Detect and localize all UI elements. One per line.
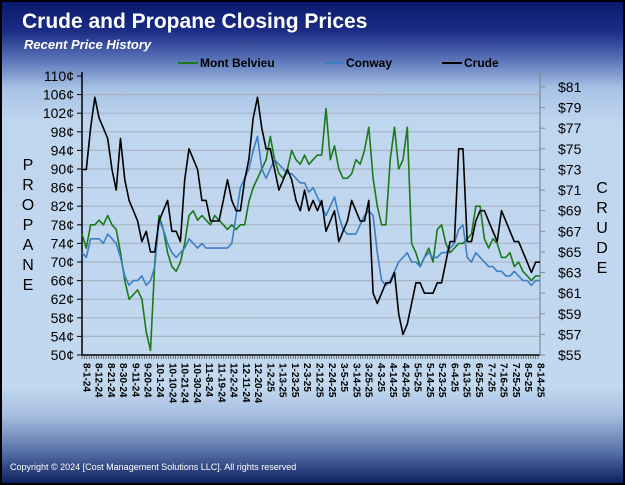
x-tick-label: 11-8-24 xyxy=(203,363,214,397)
left-axis-title-letter: N xyxy=(22,257,34,274)
x-tick-label: 9-20-24 xyxy=(142,363,153,398)
legend-label: Crude xyxy=(464,56,499,70)
legend: Mont Belvieu Conway Crude xyxy=(178,56,499,70)
x-tick-label: 10-30-24 xyxy=(191,363,202,403)
chart-subtitle: Recent Price History xyxy=(24,37,152,52)
left-axis-title-letter: R xyxy=(22,177,34,194)
right-axis-title-letter: U xyxy=(596,220,608,237)
x-tick-label: 6-4-25 xyxy=(448,363,459,392)
left-axis-ticks: 110¢ 106¢ 102¢ 98¢ 94¢ 90¢ 86¢ 82¢ 78¢ 74¢ 70¢ 66¢ 6… xyxy=(43,68,82,363)
x-tick-label: 10-21-24 xyxy=(179,363,190,403)
y-tick-label: 86¢ xyxy=(51,180,74,196)
x-tick-label: 7-16-25 xyxy=(498,363,509,398)
y2-tick-label: $77 xyxy=(558,120,582,136)
x-tick-label: 4-3-25 xyxy=(375,363,386,392)
legend-label: Conway xyxy=(346,56,392,70)
y2-tick-label: $71 xyxy=(558,182,582,198)
series-line-crude xyxy=(82,96,540,336)
x-tick-label: 8-1-24 xyxy=(80,363,91,392)
x-tick-label: 2-3-25 xyxy=(301,363,312,392)
y2-tick-label: $57 xyxy=(558,326,582,342)
x-tick-label: 8-5-25 xyxy=(522,363,533,392)
x-axis-ticks: 8-1-24 8-12-24 8-21-24 8-30-24 9-11-24 9-20-2… xyxy=(80,363,545,403)
x-tick-label: 2-24-25 xyxy=(326,363,337,398)
y2-tick-label: $59 xyxy=(558,306,582,322)
y-tick-label: 66¢ xyxy=(51,273,74,289)
x-tick-label: 12-20-24 xyxy=(252,363,263,403)
x-tick-label: 10-1-24 xyxy=(154,363,165,398)
series-line-mont-belvieu xyxy=(81,107,540,352)
right-axis-title-letter: D xyxy=(596,240,608,257)
x-tick-label: 1-2-25 xyxy=(264,363,275,392)
series-line-conway xyxy=(81,135,540,287)
x-tick-label: 1-13-25 xyxy=(277,363,288,398)
left-axis-title-letter: A xyxy=(23,237,34,254)
y-tick-label: 82¢ xyxy=(51,198,74,214)
x-tick-label: 11-19-24 xyxy=(215,363,226,403)
y-tick-label: 50¢ xyxy=(51,347,74,363)
x-tick-label: 7-25-25 xyxy=(510,363,521,398)
y-tick-label: 90¢ xyxy=(51,161,74,177)
x-tick-label: 3-14-25 xyxy=(350,363,361,398)
x-tick-label: 3-25-25 xyxy=(363,363,374,398)
left-axis-title-letter: O xyxy=(22,197,34,214)
y2-tick-label: $73 xyxy=(558,161,582,177)
y-tick-label: 78¢ xyxy=(51,217,74,233)
x-tick-label: 4-24-25 xyxy=(399,363,410,398)
left-axis-title-letter: P xyxy=(23,157,34,174)
x-tick-label: 8-21-24 xyxy=(105,363,116,398)
y2-tick-label: $69 xyxy=(558,203,582,219)
x-tick-label: 12-2-24 xyxy=(228,363,239,398)
y-tick-label: 110¢ xyxy=(44,68,74,84)
y-tick-label: 94¢ xyxy=(51,142,74,158)
y2-tick-label: $67 xyxy=(558,223,582,239)
y-tick-label: 54¢ xyxy=(51,328,74,344)
x-tick-label: 6-13-25 xyxy=(461,363,472,398)
y2-tick-label: $75 xyxy=(558,141,582,157)
y-tick-label: 106¢ xyxy=(43,87,74,103)
right-axis-ticks: $81 $79 $77 $75 $73 $71 $69 $67 $65 $63 $61 $59 $57 $… xyxy=(540,79,582,363)
x-tick-label: 3-5-25 xyxy=(338,363,349,392)
y-tick-label: 74¢ xyxy=(51,235,74,251)
copyright-text: Copyright © 2024 [Cost Management Soluti… xyxy=(10,462,297,472)
left-axis-title-letter: P xyxy=(23,217,34,234)
x-tick-label: 5-5-25 xyxy=(412,363,423,392)
x-tick-label: 8-12-24 xyxy=(93,363,104,398)
x-tick-label: 5-23-25 xyxy=(436,363,447,398)
x-tick-label: 8-30-24 xyxy=(117,363,128,398)
y2-tick-label: $61 xyxy=(558,285,582,301)
x-tick-label: 9-11-24 xyxy=(129,363,140,397)
x-tick-label: 8-14-25 xyxy=(534,363,545,398)
gridlines xyxy=(82,93,540,337)
y2-tick-label: $79 xyxy=(558,100,582,116)
x-tick-label: 7-7-25 xyxy=(485,363,496,392)
y2-tick-label: $65 xyxy=(558,244,582,260)
x-tick-label: 2-12-25 xyxy=(313,363,324,398)
right-axis-title-letter: C xyxy=(596,180,608,197)
chart-title: Crude and Propane Closing Prices xyxy=(22,10,368,33)
right-axis-title-letter: R xyxy=(596,200,608,217)
y-tick-label: 70¢ xyxy=(51,254,74,270)
y2-tick-label: $81 xyxy=(558,79,582,95)
x-tick-label: 10-10-24 xyxy=(166,363,177,403)
axes xyxy=(81,72,541,359)
legend-label: Mont Belvieu xyxy=(200,56,275,70)
x-tick-label: 5-14-25 xyxy=(424,363,435,398)
y-tick-label: 58¢ xyxy=(51,310,74,326)
x-tick-label: 4-14-25 xyxy=(387,363,398,398)
y-tick-label: 102¢ xyxy=(43,105,74,121)
left-axis-title-letter: E xyxy=(23,277,34,294)
right-axis-title-letter: E xyxy=(597,260,608,277)
y2-tick-label: $63 xyxy=(558,265,582,281)
y-tick-label: 62¢ xyxy=(51,291,74,307)
y2-tick-label: $55 xyxy=(558,347,582,363)
x-tick-label: 6-25-25 xyxy=(473,363,484,398)
series-lines xyxy=(81,96,540,352)
y-tick-label: 98¢ xyxy=(51,124,74,140)
x-tick-label: 12-11-24 xyxy=(240,363,251,403)
x-tick-label: 1-23-25 xyxy=(289,363,300,398)
